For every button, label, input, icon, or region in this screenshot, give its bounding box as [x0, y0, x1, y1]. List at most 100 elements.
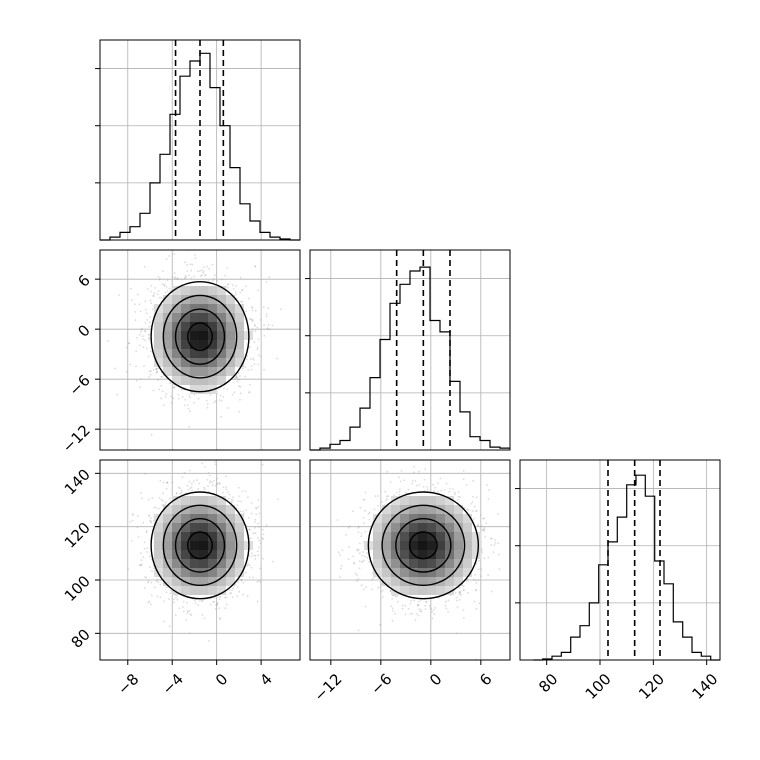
density-cell — [190, 340, 199, 349]
sample-point — [155, 507, 157, 509]
sample-point — [226, 491, 229, 494]
sample-point — [125, 346, 128, 349]
sample-point — [190, 277, 193, 279]
density-cell — [172, 367, 181, 376]
sample-point — [348, 546, 350, 548]
sample-point — [168, 598, 171, 601]
sample-point — [236, 504, 239, 507]
density-cell — [172, 496, 181, 505]
density-cell — [181, 313, 190, 322]
sample-point — [240, 500, 243, 503]
density-cell — [217, 349, 226, 358]
sample-point — [181, 606, 184, 608]
sample-point — [229, 592, 232, 594]
histogram-bin — [645, 496, 654, 660]
sample-point — [250, 365, 253, 367]
sample-point — [198, 270, 201, 272]
sample-point — [189, 487, 192, 490]
sample-point — [178, 607, 181, 610]
sample-point — [147, 355, 150, 358]
density-cell — [172, 541, 181, 550]
sample-point — [250, 555, 253, 558]
sample-point — [249, 318, 252, 320]
histogram-bin — [561, 652, 570, 660]
contour-line — [150, 491, 250, 600]
sample-point — [172, 387, 175, 389]
density-cell — [181, 550, 190, 559]
sample-point — [463, 506, 466, 509]
sample-point — [213, 597, 216, 600]
sample-point — [257, 506, 260, 508]
sample-point — [160, 375, 163, 378]
sample-point — [156, 371, 158, 373]
sample-point — [182, 610, 185, 613]
sample-point — [235, 293, 238, 296]
sample-point — [148, 326, 150, 328]
density-cell — [181, 349, 190, 358]
sample-point — [249, 345, 251, 348]
sample-point — [417, 614, 420, 617]
density-cell — [235, 313, 244, 322]
sample-point — [142, 346, 145, 349]
density-cell — [190, 532, 199, 541]
density-cell — [172, 514, 181, 523]
sample-point — [184, 261, 187, 264]
sample-point — [152, 294, 155, 297]
density-cell — [199, 367, 208, 376]
sample-point — [140, 331, 142, 333]
sample-point — [253, 359, 255, 361]
sample-point — [191, 456, 193, 458]
sample-point — [226, 267, 229, 269]
sample-point — [149, 519, 152, 522]
sample-point — [136, 293, 139, 296]
sample-point — [211, 263, 214, 266]
sample-point — [214, 608, 217, 610]
sample-point — [257, 499, 260, 502]
sample-point — [186, 270, 189, 273]
sample-point — [157, 290, 160, 293]
sample-point — [219, 595, 222, 598]
sample-point — [257, 522, 259, 525]
sample-point — [256, 550, 259, 553]
sample-point — [132, 514, 135, 516]
density-cell — [217, 340, 226, 349]
histogram-bin — [210, 88, 220, 240]
sample-point — [222, 396, 225, 398]
density-cell — [226, 559, 235, 568]
sample-point — [254, 555, 257, 557]
sample-point — [490, 590, 493, 593]
sample-point — [254, 309, 257, 312]
sample-point — [257, 289, 260, 292]
sample-point — [263, 368, 265, 371]
sample-point — [107, 340, 109, 342]
sample-point — [231, 498, 233, 501]
sample-point — [184, 398, 187, 401]
sample-point — [239, 385, 242, 388]
sample-point — [127, 568, 129, 570]
histogram-bin — [200, 53, 210, 240]
sample-point — [139, 310, 142, 313]
sample-point — [225, 603, 228, 606]
density-cell — [172, 577, 181, 586]
sample-point — [176, 278, 179, 281]
sample-point — [173, 598, 175, 601]
sample-point — [156, 370, 159, 373]
density-cell — [199, 376, 208, 385]
density-cell — [190, 496, 199, 505]
sample-point — [238, 378, 241, 381]
sample-point — [146, 288, 149, 291]
sample-point — [380, 590, 382, 593]
panel-frame — [309, 249, 511, 451]
density-cell — [208, 559, 217, 568]
density-cell — [163, 304, 172, 313]
sample-point — [250, 512, 253, 515]
sample-point — [259, 581, 262, 584]
sample-point — [134, 311, 137, 313]
sample-point — [250, 566, 253, 569]
sample-point — [177, 277, 179, 280]
sample-point — [174, 277, 176, 280]
sample-point — [206, 403, 209, 405]
density-cell — [199, 586, 208, 595]
sample-point — [153, 506, 156, 509]
sample-point — [258, 539, 260, 542]
